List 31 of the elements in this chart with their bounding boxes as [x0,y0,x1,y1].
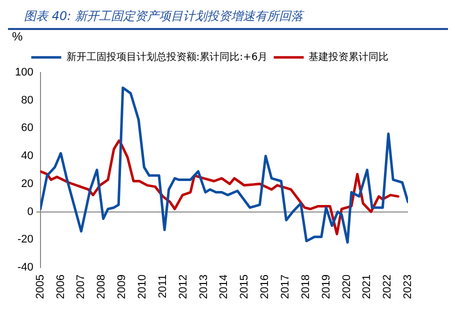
y-tick-label: 60 [21,122,34,134]
x-tick-label: 2009 [116,274,128,300]
x-tick-label: 2008 [96,274,108,300]
y-tick-label: -20 [17,234,34,246]
x-tick-label: 2015 [238,274,251,300]
y-tick-label: 0 [27,206,34,218]
y-axis-title: % [12,30,23,44]
x-tick-label: 2022 [382,274,394,300]
x-tick-label: 2014 [218,274,230,300]
x-tick-label: 2006 [54,274,67,300]
x-tick-label: 2005 [34,274,46,300]
legend-label: 新开工固投项目计划总投资额:累计同比:+6月 [66,50,268,63]
chart-title: 图表 40: 新开工固定资产项目计划投资增速有所回落 [8,8,448,30]
legend-label: 基建投资累计同比 [308,50,389,63]
x-tick-label: 2007 [75,274,88,300]
x-tick-label: 2023 [402,274,414,300]
y-tick-label: 80 [21,94,34,106]
x-tick-label: 2012 [177,274,190,300]
x-tick-label: 2018 [300,274,312,300]
x-tick-label: 2016 [259,274,272,300]
x-tick-label: 2020 [340,274,353,300]
y-tick-label: 100 [14,66,34,78]
y-tick-label: 40 [21,150,34,162]
x-tick-label: 2021 [361,274,374,300]
x-tick-label: 2010 [136,274,149,300]
x-tick-label: 2013 [198,274,210,300]
x-tick-label: 2011 [156,274,169,298]
x-tick-label: 2019 [320,274,332,300]
y-tick-label: 20 [21,178,34,190]
x-tick-label: 2017 [279,274,292,300]
y-tick-label: -40 [17,262,34,274]
